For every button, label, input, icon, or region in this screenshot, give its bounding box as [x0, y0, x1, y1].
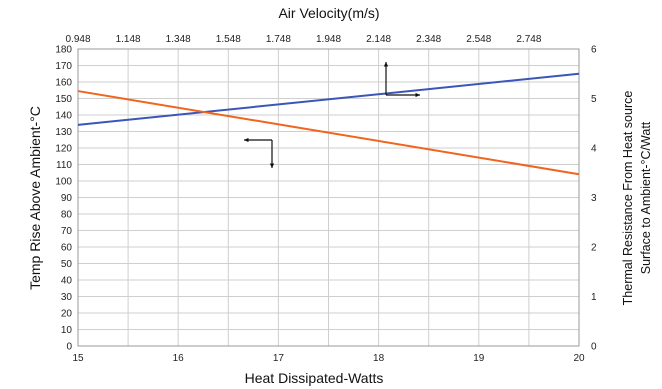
tick-labels: 0102030405060708090100110120130140150160… [55, 34, 597, 364]
x-tick-label: 18 [373, 353, 385, 364]
y2-axis-title-line1: Thermal Resistance From Heat source [621, 91, 635, 306]
y-tick-label: 50 [61, 259, 73, 270]
y2-tick-label: 6 [591, 45, 597, 56]
y2-axis-title-line2: Surface to Ambient-°C/Watt [639, 121, 653, 274]
y-tick-label: 90 [61, 193, 73, 204]
y-tick-label: 150 [55, 94, 72, 105]
x-tick-label: 20 [573, 353, 585, 364]
y-tick-label: 170 [55, 61, 72, 72]
x2-tick-label: 2.548 [466, 34, 491, 45]
x2-tick-label: 2.748 [516, 34, 541, 45]
y2-tick-label: 0 [591, 342, 597, 353]
x2-tick-label: 1.948 [316, 34, 341, 45]
series-line-thermal-resistance [77, 90, 580, 176]
arrow-down-icon [269, 140, 275, 168]
grid-lines [77, 48, 580, 347]
y-tick-label: 80 [61, 210, 73, 221]
y-tick-label: 10 [61, 325, 73, 336]
x-axis-title: Heat Dissipated-Watts [245, 370, 384, 386]
y-tick-label: 40 [61, 276, 73, 287]
x2-axis-title: Air Velocity(m/s) [278, 5, 379, 21]
arrow-right-icon [386, 92, 420, 98]
y2-tick-label: 2 [591, 243, 597, 254]
x-tick-label: 17 [273, 353, 285, 364]
x2-tick-label: 0.948 [65, 34, 90, 45]
y-tick-label: 20 [61, 309, 73, 320]
y-tick-label: 60 [61, 243, 73, 254]
x2-tick-label: 1.548 [216, 34, 241, 45]
y-tick-label: 130 [55, 127, 72, 138]
x-tick-label: 19 [473, 353, 485, 364]
series-lines [77, 72, 580, 176]
x-tick-label: 15 [72, 353, 84, 364]
y-tick-label: 160 [55, 78, 72, 89]
y2-tick-label: 1 [591, 292, 597, 303]
x2-tick-label: 1.748 [266, 34, 291, 45]
x2-tick-label: 1.148 [116, 34, 141, 45]
x2-tick-label: 2.148 [366, 34, 391, 45]
arrow-left-icon [244, 137, 272, 143]
x2-tick-label: 2.348 [416, 34, 441, 45]
y-tick-label: 100 [55, 177, 72, 188]
y-tick-label: 0 [66, 342, 72, 353]
x-tick-label: 16 [173, 353, 185, 364]
series-line-temp-rise [77, 72, 580, 126]
y-tick-label: 70 [61, 226, 73, 237]
plot-frame [77, 48, 580, 347]
x2-tick-label: 1.348 [166, 34, 191, 45]
y2-tick-label: 5 [591, 94, 597, 105]
series-axis-arrows [244, 62, 420, 168]
y-tick-label: 30 [61, 292, 73, 303]
y-axis-title: Temp Rise Above Ambient-°C [27, 106, 43, 290]
y-tick-label: 140 [55, 111, 72, 122]
y-tick-label: 180 [55, 45, 72, 56]
y-tick-label: 110 [56, 160, 72, 171]
y2-tick-label: 3 [591, 193, 597, 204]
y2-tick-label: 4 [591, 144, 597, 155]
arrow-up-icon [383, 62, 389, 95]
y-tick-label: 120 [55, 144, 72, 155]
